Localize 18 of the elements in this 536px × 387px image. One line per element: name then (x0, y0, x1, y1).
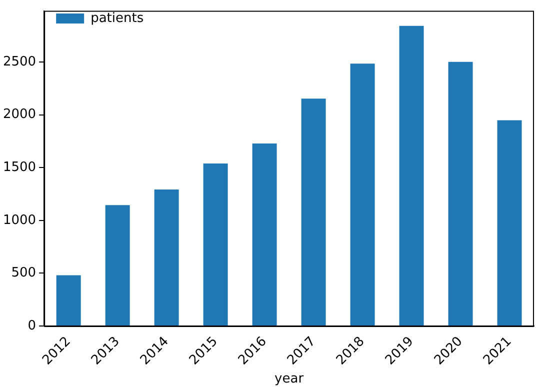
bar (350, 64, 375, 326)
bar (252, 144, 277, 326)
bar (301, 98, 326, 326)
bar (203, 163, 228, 326)
bar (448, 62, 473, 326)
bar (399, 26, 424, 326)
bar (497, 120, 522, 326)
bar (154, 189, 179, 326)
y-tick-label: 2000 (2, 107, 36, 122)
bar (56, 275, 81, 326)
y-tick-label: 500 (11, 266, 36, 281)
y-tick-label: 1500 (2, 160, 36, 175)
bar (105, 205, 130, 326)
y-tick-label: 1000 (2, 212, 36, 228)
y-tick-label: 2500 (2, 54, 36, 70)
legend-label: patients (90, 10, 144, 26)
y-tick-label: 0 (28, 318, 36, 334)
x-axis-title: year (274, 372, 304, 387)
